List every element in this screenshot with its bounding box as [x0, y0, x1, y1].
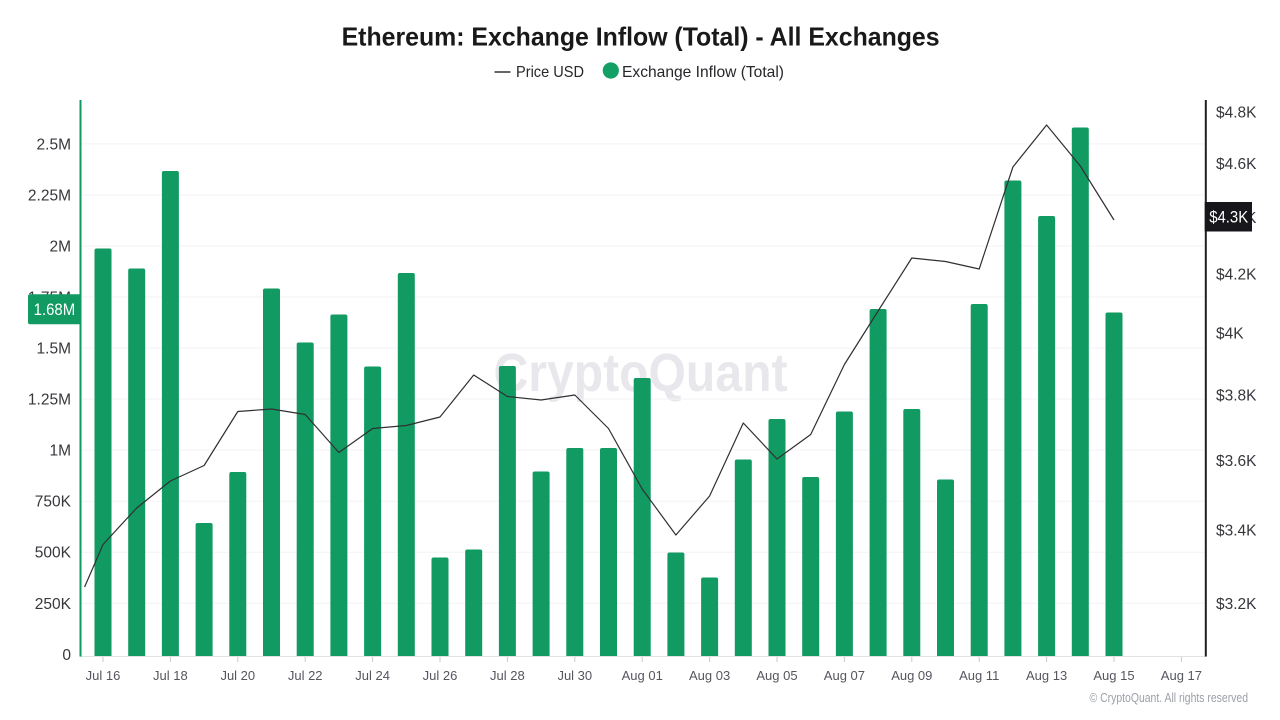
svg-text:1.25M: 1.25M	[28, 392, 71, 409]
svg-text:1.68M: 1.68M	[34, 301, 76, 319]
svg-text:2.5M: 2.5M	[37, 136, 71, 153]
svg-text:Jul 16: Jul 16	[86, 668, 121, 683]
svg-text:$4.8K: $4.8K	[1216, 105, 1257, 122]
svg-text:Ethereum: Exchange Inflow (Tot: Ethereum: Exchange Inflow (Total) - All …	[342, 22, 940, 52]
svg-text:Jul 26: Jul 26	[423, 668, 458, 683]
svg-text:$3.6K: $3.6K	[1216, 453, 1257, 470]
svg-text:Aug 11: Aug 11	[959, 668, 999, 683]
svg-text:$4K: $4K	[1216, 326, 1244, 343]
svg-text:$3.8K: $3.8K	[1216, 388, 1257, 405]
svg-text:2M: 2M	[49, 239, 71, 256]
svg-text:250K: 250K	[35, 596, 72, 613]
svg-text:500K: 500K	[35, 545, 72, 562]
svg-text:0: 0	[62, 647, 71, 664]
svg-text:$4.6K: $4.6K	[1216, 156, 1257, 173]
svg-text:Aug 03: Aug 03	[689, 668, 730, 683]
svg-text:Aug 01: Aug 01	[622, 668, 663, 683]
svg-text:1M: 1M	[49, 443, 71, 460]
svg-text:$3.4K: $3.4K	[1216, 523, 1257, 540]
svg-text:Jul 30: Jul 30	[557, 668, 592, 683]
svg-text:$3.2K: $3.2K	[1216, 596, 1257, 613]
svg-text:Exchange Inflow (Total): Exchange Inflow (Total)	[622, 64, 784, 81]
svg-text:Aug 07: Aug 07	[824, 668, 865, 683]
svg-text:Aug 09: Aug 09	[891, 668, 932, 683]
svg-text:Price USD: Price USD	[516, 64, 584, 81]
svg-text:Jul 18: Jul 18	[153, 668, 188, 683]
svg-text:Jul 28: Jul 28	[490, 668, 525, 683]
svg-text:1.5M: 1.5M	[37, 341, 71, 358]
svg-text:$4.2K: $4.2K	[1216, 266, 1257, 283]
svg-text:750K: 750K	[35, 494, 72, 511]
svg-text:Aug 15: Aug 15	[1093, 668, 1134, 683]
svg-text:Aug 05: Aug 05	[756, 668, 797, 683]
svg-text:Jul 20: Jul 20	[220, 668, 255, 683]
svg-text:$4.3K: $4.3K	[1209, 209, 1248, 227]
svg-text:© CryptoQuant. All rights rese: © CryptoQuant. All rights reserved	[1090, 691, 1249, 705]
svg-text:Jul 24: Jul 24	[355, 668, 390, 683]
svg-text:Aug 13: Aug 13	[1026, 668, 1067, 683]
svg-text:Aug 17: Aug 17	[1161, 668, 1202, 683]
svg-text:2.25M: 2.25M	[28, 187, 71, 204]
svg-text:Jul 22: Jul 22	[288, 668, 323, 683]
